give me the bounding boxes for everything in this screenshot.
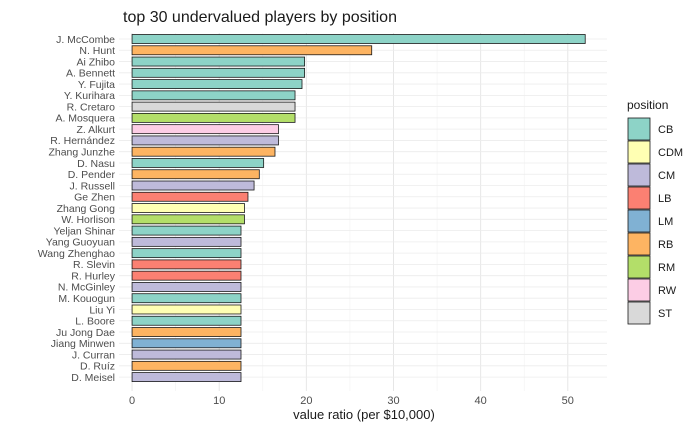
- bar: [131, 360, 242, 371]
- y-tick-label: D. Meisel: [71, 372, 115, 384]
- y-tick-label: J. McCombe: [56, 34, 115, 46]
- legend-label: LB: [658, 193, 671, 205]
- legend-label: LM: [658, 216, 673, 228]
- x-tick-label: 10: [213, 395, 225, 407]
- bar: [131, 248, 242, 259]
- y-tick-label: Yeljan Shinar: [54, 225, 116, 237]
- y-tick-label: M. Kouogun: [58, 293, 115, 305]
- y-tick-label: L. Boore: [75, 316, 115, 328]
- legend: position CB CDM CM LB LM RB RM RW ST: [627, 98, 683, 325]
- y-tick-label: R. Hurley: [71, 270, 116, 282]
- bar: [131, 124, 279, 135]
- bar: [131, 112, 296, 123]
- legend-key: [627, 255, 651, 279]
- y-tick-label: D. Nasu: [77, 158, 115, 170]
- y-tick-label: Wang Zhenghao: [38, 248, 115, 260]
- bar: [131, 56, 306, 67]
- chart-title: top 30 undervalued players by position: [123, 9, 397, 26]
- y-tick-label: Z. Alkurt: [76, 124, 115, 136]
- x-tick-label: 20: [300, 395, 312, 407]
- legend-key: [627, 163, 651, 187]
- x-axis-title: value ratio (per $10,000): [293, 407, 435, 422]
- y-tick-label: Zhang Gong: [57, 203, 116, 215]
- y-tick-label: Ju Jong Dae: [56, 327, 115, 339]
- x-tick-label: 30: [387, 395, 399, 407]
- y-tick-label: Jiang Minwen: [51, 338, 115, 350]
- bar: [131, 270, 242, 281]
- y-tick-label: N. Hunt: [79, 45, 115, 57]
- bar: [131, 135, 279, 146]
- bar: [131, 304, 242, 315]
- legend-label: CDM: [658, 147, 683, 159]
- legend-label: CM: [658, 170, 675, 182]
- bar: [131, 90, 296, 101]
- y-tick-label: J. Curran: [72, 349, 115, 361]
- legend-label: ST: [658, 308, 672, 320]
- y-tick-label: Ge Zhen: [74, 192, 115, 204]
- legend-key: [627, 117, 651, 141]
- bar: [131, 259, 242, 270]
- bar: [131, 372, 242, 383]
- y-tick-label: R. Cretaro: [67, 101, 116, 113]
- bar: [131, 225, 242, 236]
- legend-key: [627, 209, 651, 233]
- legend-label: CB: [658, 124, 673, 136]
- legend-label: RB: [658, 239, 673, 251]
- y-tick-label: A. Bennett: [66, 68, 115, 80]
- y-tick-label: N. McGinley: [58, 282, 116, 294]
- bar: [131, 315, 242, 326]
- legend-key: [627, 186, 651, 210]
- bar: [131, 282, 242, 292]
- y-tick-label: J. Russell: [69, 180, 115, 192]
- y-tick-label: R. Slevin: [73, 259, 115, 271]
- bar: [131, 180, 255, 191]
- bar: [131, 327, 242, 337]
- bar: [131, 349, 242, 360]
- bar: [131, 338, 242, 349]
- bar: [131, 146, 276, 157]
- bar: [131, 67, 306, 78]
- bar: [131, 203, 245, 213]
- bar: [131, 45, 373, 56]
- bars-group: [131, 34, 586, 383]
- legend-key: [627, 140, 651, 164]
- legend-title: position: [627, 98, 668, 112]
- legend-key: [627, 301, 651, 325]
- x-tick-label: 50: [562, 395, 574, 407]
- y-tick-label: W. Horlison: [61, 214, 115, 226]
- legend-label: RW: [658, 285, 677, 297]
- bar: [131, 236, 242, 247]
- y-tick-label: Liu Yi: [89, 304, 115, 316]
- legend-key: [627, 232, 651, 256]
- bar: [131, 169, 260, 180]
- y-tick-label: Y. Fujita: [78, 79, 115, 91]
- bar: [131, 214, 245, 225]
- bar: [131, 79, 303, 89]
- legend-key: [627, 278, 651, 302]
- bar: [131, 34, 586, 44]
- y-tick-label: Zhang Junzhe: [48, 147, 115, 159]
- y-tick-label: Yang Guoyuan: [46, 237, 115, 249]
- y-tick-label: A. Mosquera: [55, 113, 115, 125]
- y-tick-label: D. Pender: [68, 169, 116, 181]
- y-tick-label: D. Ruíz: [80, 361, 115, 373]
- x-axis-ticks: 0 10 20 30 40 50: [129, 395, 574, 407]
- y-tick-label: Ai Zhibo: [76, 56, 115, 68]
- bar: [131, 101, 296, 112]
- y-tick-label: Y. Kurihara: [64, 90, 115, 102]
- y-tick-label: R. Hernández: [50, 135, 115, 147]
- bar: [131, 293, 242, 304]
- bar: [131, 191, 249, 202]
- x-tick-label: 0: [129, 395, 135, 407]
- x-tick-label: 40: [475, 395, 487, 407]
- legend-label: RM: [658, 262, 675, 274]
- bar: [131, 158, 265, 168]
